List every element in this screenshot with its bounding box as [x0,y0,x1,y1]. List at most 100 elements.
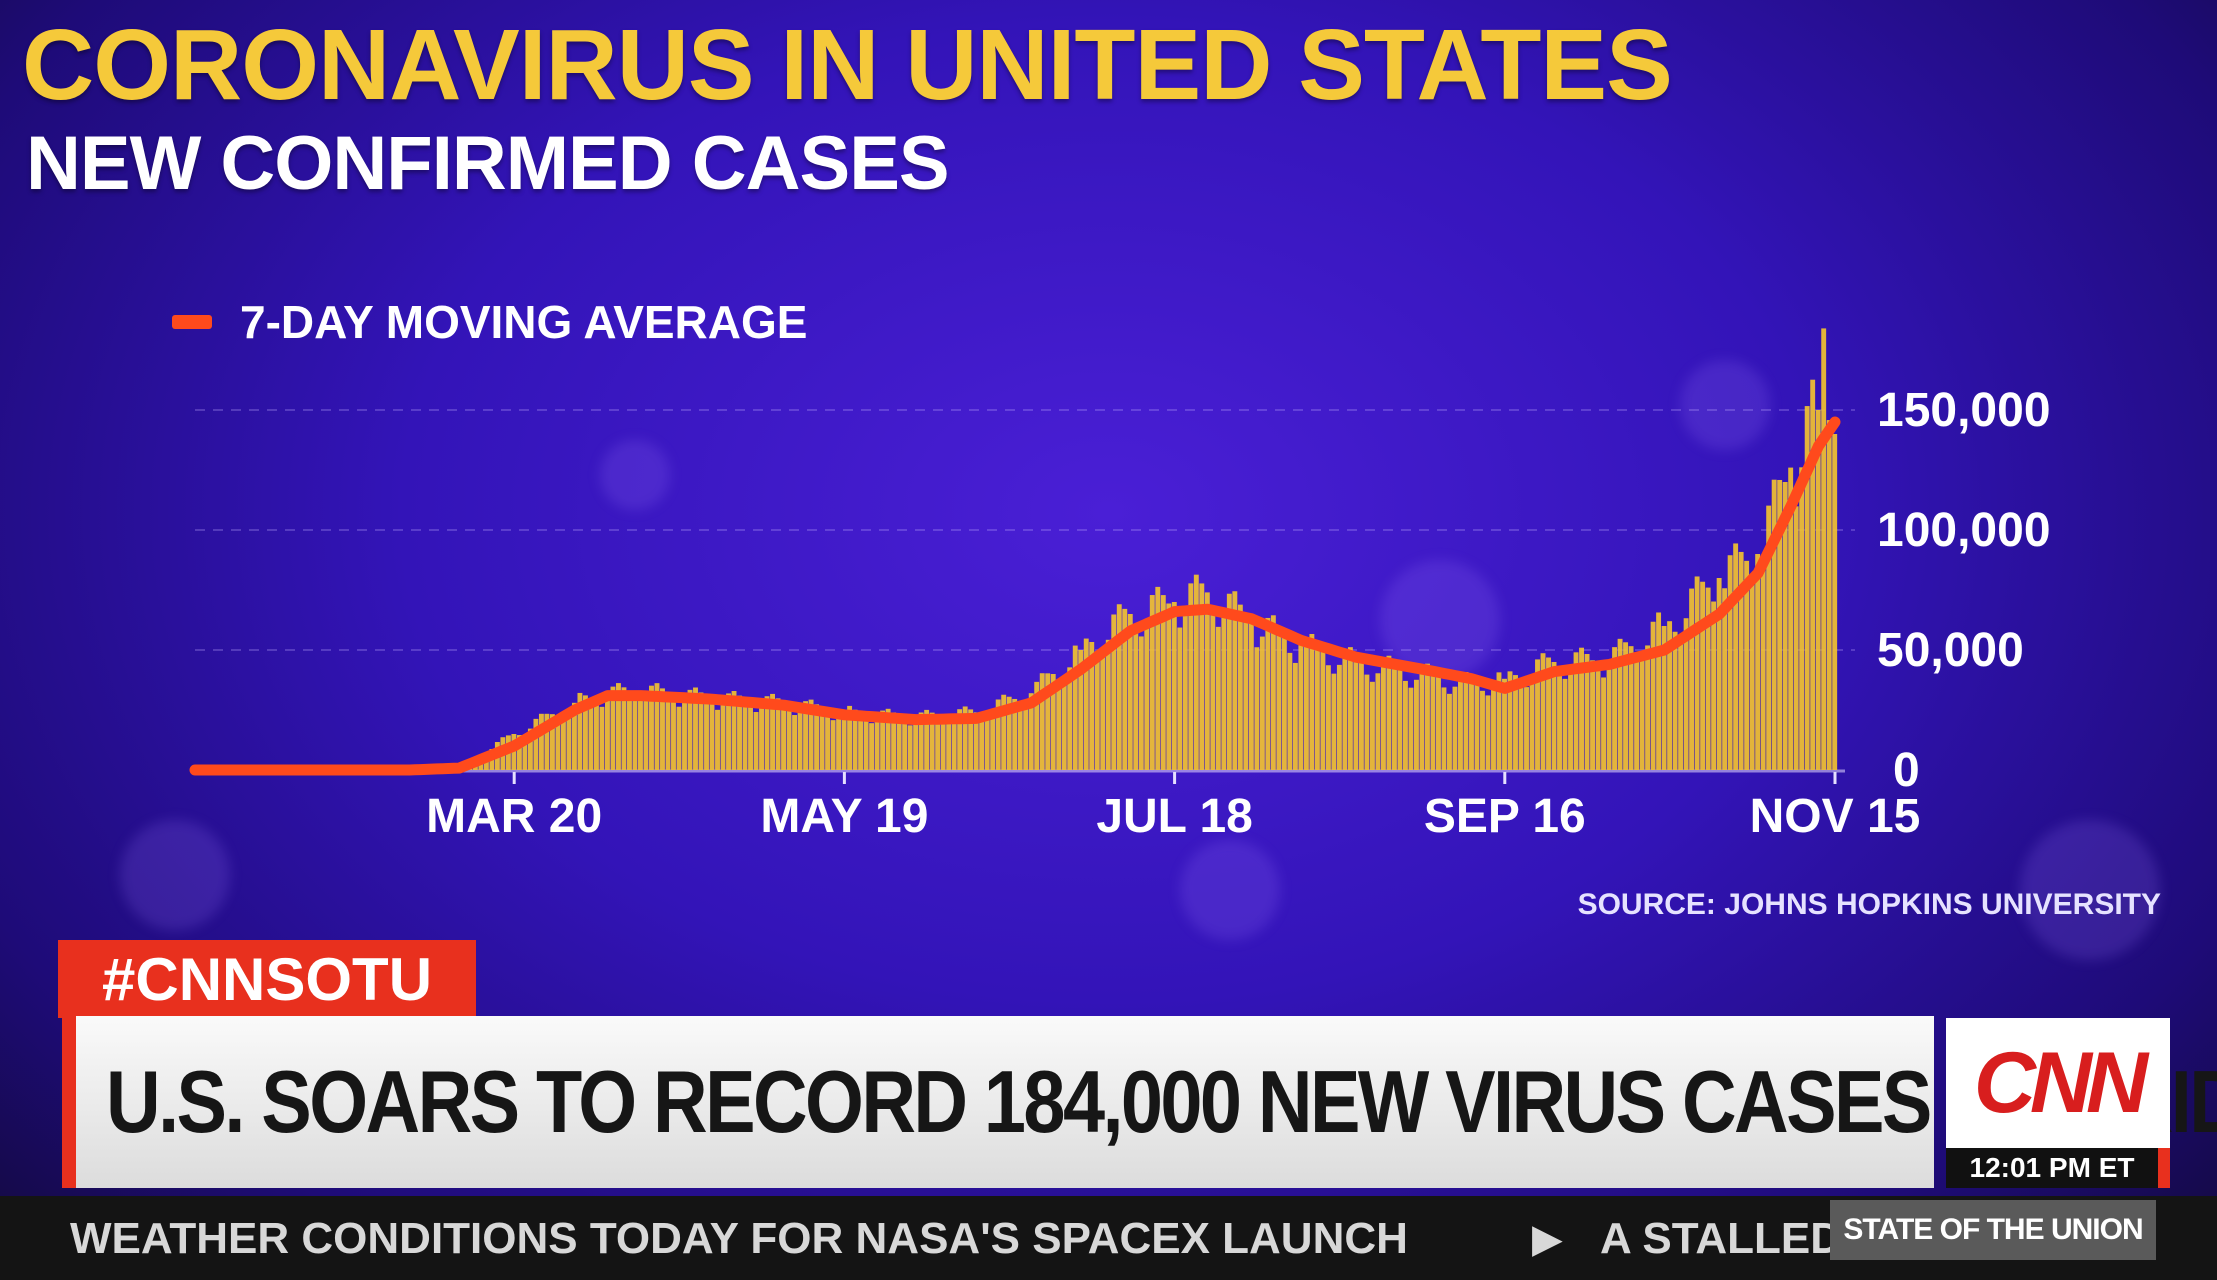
daily-case-bar [1039,673,1045,770]
daily-case-bar [1232,591,1238,770]
daily-case-bar [522,734,528,770]
broadcast-time: 12:01 PM ET [1946,1148,2170,1188]
daily-case-bar [1755,554,1761,770]
daily-case-bar [1749,578,1755,770]
daily-case-bar [1402,680,1408,770]
daily-case-bar [665,693,671,770]
daily-case-bar [654,683,660,770]
daily-case-bar [588,698,594,770]
daily-case-bar [566,710,572,770]
daily-case-bar [1171,602,1177,770]
daily-case-bar [742,700,748,770]
daily-case-bar [1689,588,1695,770]
daily-case-bar [1711,601,1717,770]
daily-case-bar [1529,676,1535,770]
daily-case-bar [1678,636,1684,770]
daily-case-bar [1562,678,1568,770]
daily-case-bar [1683,618,1689,770]
daily-case-bar [918,712,924,770]
daily-case-bar [1292,662,1298,770]
daily-case-bar [951,718,957,770]
daily-case-bar [968,709,974,770]
daily-case-bar [1804,406,1810,770]
daily-case-bar [924,709,930,770]
x-tick-label: NOV 15 [1750,790,1921,843]
daily-case-bar [803,701,809,770]
daily-case-bar [1155,586,1161,770]
daily-case-bar [1447,693,1452,770]
daily-case-bar [1667,621,1673,770]
daily-case-bar [819,708,825,770]
daily-case-bar [1502,678,1507,770]
daily-case-bar [1568,668,1573,770]
daily-case-bar [1177,627,1183,770]
daily-case-bar [1425,663,1430,770]
daily-case-bar [1303,637,1309,770]
daily-case-bar [929,712,935,770]
daily-case-bar [1452,686,1458,770]
daily-case-bar [1259,636,1265,770]
daily-case-bar [1694,576,1700,770]
daily-case-bar [538,713,544,770]
daily-case-bar [1821,328,1827,770]
daily-case-bar [1325,665,1331,770]
ticker-headline: WEATHER CONDITIONS TODAY FOR NASA'S SPAC… [70,1214,1408,1263]
daily-case-bar [1199,583,1205,770]
daily-case-bar [1320,651,1326,770]
daily-case-bar [1001,694,1007,770]
ticker-next-headline: A STALLED [1600,1214,1842,1263]
daily-case-bar [643,696,649,770]
daily-case-bar [682,700,687,770]
daily-case-bar [1215,626,1221,770]
x-tick-label: SEP 16 [1424,790,1586,843]
daily-case-bar [1474,682,1480,770]
daily-case-bar [1557,672,1562,770]
daily-case-bar [1777,479,1783,770]
daily-case-bar [1815,410,1821,770]
daily-case-bar [1485,695,1491,770]
legend-swatch-line [172,315,212,329]
chart-title: CORONAVIRUS IN UNITED STATES [22,9,1673,121]
daily-case-bar [1193,574,1199,770]
daily-case-bar [1419,674,1425,770]
x-tick-label: MAR 20 [426,790,602,843]
daily-case-bar [1573,652,1579,770]
show-name-badge: STATE OF THE UNION [1830,1200,2156,1260]
daily-case-bar [825,715,831,770]
daily-case-bar [649,685,654,770]
daily-case-bar [1138,636,1144,770]
daily-case-bar [797,709,803,770]
chart-grid: 0 50,000 100,000 150,000 [195,384,2051,797]
daily-case-bar [907,725,913,770]
daily-case-bar [687,689,693,770]
daily-case-bar [1496,672,1502,770]
daily-case-bar [660,688,665,770]
moving-average-line-group [189,416,1841,776]
daily-case-bar [1342,649,1348,770]
daily-case-bar [1331,673,1337,770]
daily-case-bar [621,687,627,770]
daily-case-bar [753,712,759,770]
daily-case-bar [1518,682,1524,770]
daily-case-bar [571,702,577,770]
daily-case-bar [1248,621,1254,770]
daily-case-bar [1480,690,1485,770]
daily-case-bar [731,691,737,770]
daily-case-bar [1469,683,1474,770]
daily-case-bar [1705,587,1711,770]
daily-case-bar [1034,681,1040,770]
bokeh-light [1680,360,1770,450]
daily-case-bar [808,699,814,770]
daily-case-bar [1727,555,1733,770]
moving-average-line [189,416,1841,776]
daily-case-bar [1353,662,1359,770]
daily-case-bar [940,720,946,770]
daily-case-bar [1061,681,1067,770]
daily-case-bar [1458,674,1463,770]
daily-case-bar [616,683,621,770]
daily-case-bar [1045,673,1051,770]
daily-case-bar [1441,687,1447,770]
daily-case-bar [984,718,990,770]
daily-case-bar [1391,662,1397,770]
daily-case-bar [1436,677,1441,770]
